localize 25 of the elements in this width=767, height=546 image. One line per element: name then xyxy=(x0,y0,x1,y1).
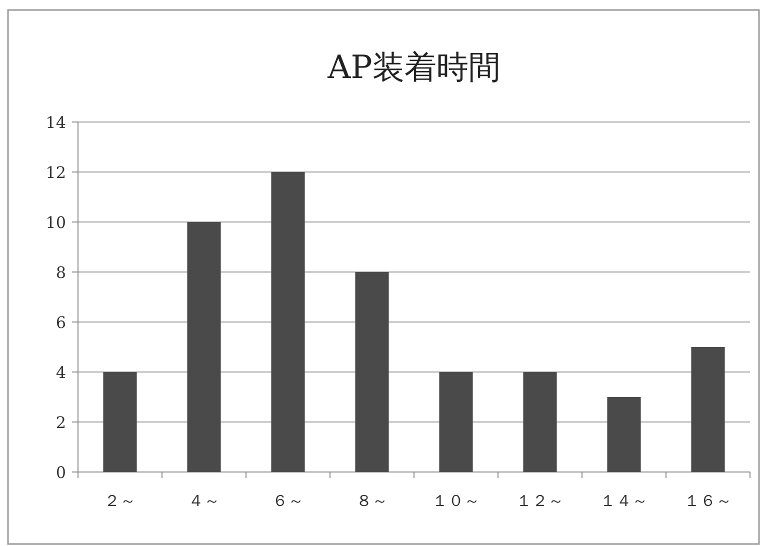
x-tick-label: ６～ xyxy=(272,491,304,510)
bar xyxy=(271,172,305,472)
y-tick-label: 8 xyxy=(56,263,66,282)
x-tick-label: １４～ xyxy=(600,491,648,510)
bar xyxy=(607,397,641,472)
x-tick-label: ２～ xyxy=(104,491,136,510)
x-tick-label: １６～ xyxy=(684,491,732,510)
bar xyxy=(523,372,557,472)
y-tick-label: 2 xyxy=(56,413,66,432)
x-tick-label: ４～ xyxy=(188,491,220,510)
y-tick-label: 10 xyxy=(46,213,66,232)
y-tick-label: 4 xyxy=(56,363,66,382)
bar xyxy=(691,347,725,472)
bar xyxy=(439,372,473,472)
x-tick-label: １２～ xyxy=(516,491,564,510)
y-tick-label: 12 xyxy=(46,163,66,182)
bar xyxy=(355,272,389,472)
chart-title: AP装着時間 xyxy=(326,48,500,86)
y-tick-label: 6 xyxy=(56,313,66,332)
x-tick-label: ８～ xyxy=(356,491,388,510)
y-tick-label: 14 xyxy=(46,113,66,132)
bar xyxy=(187,222,221,472)
bar xyxy=(103,372,137,472)
x-tick-label: １０～ xyxy=(432,491,480,510)
y-tick-label: 0 xyxy=(56,463,66,482)
